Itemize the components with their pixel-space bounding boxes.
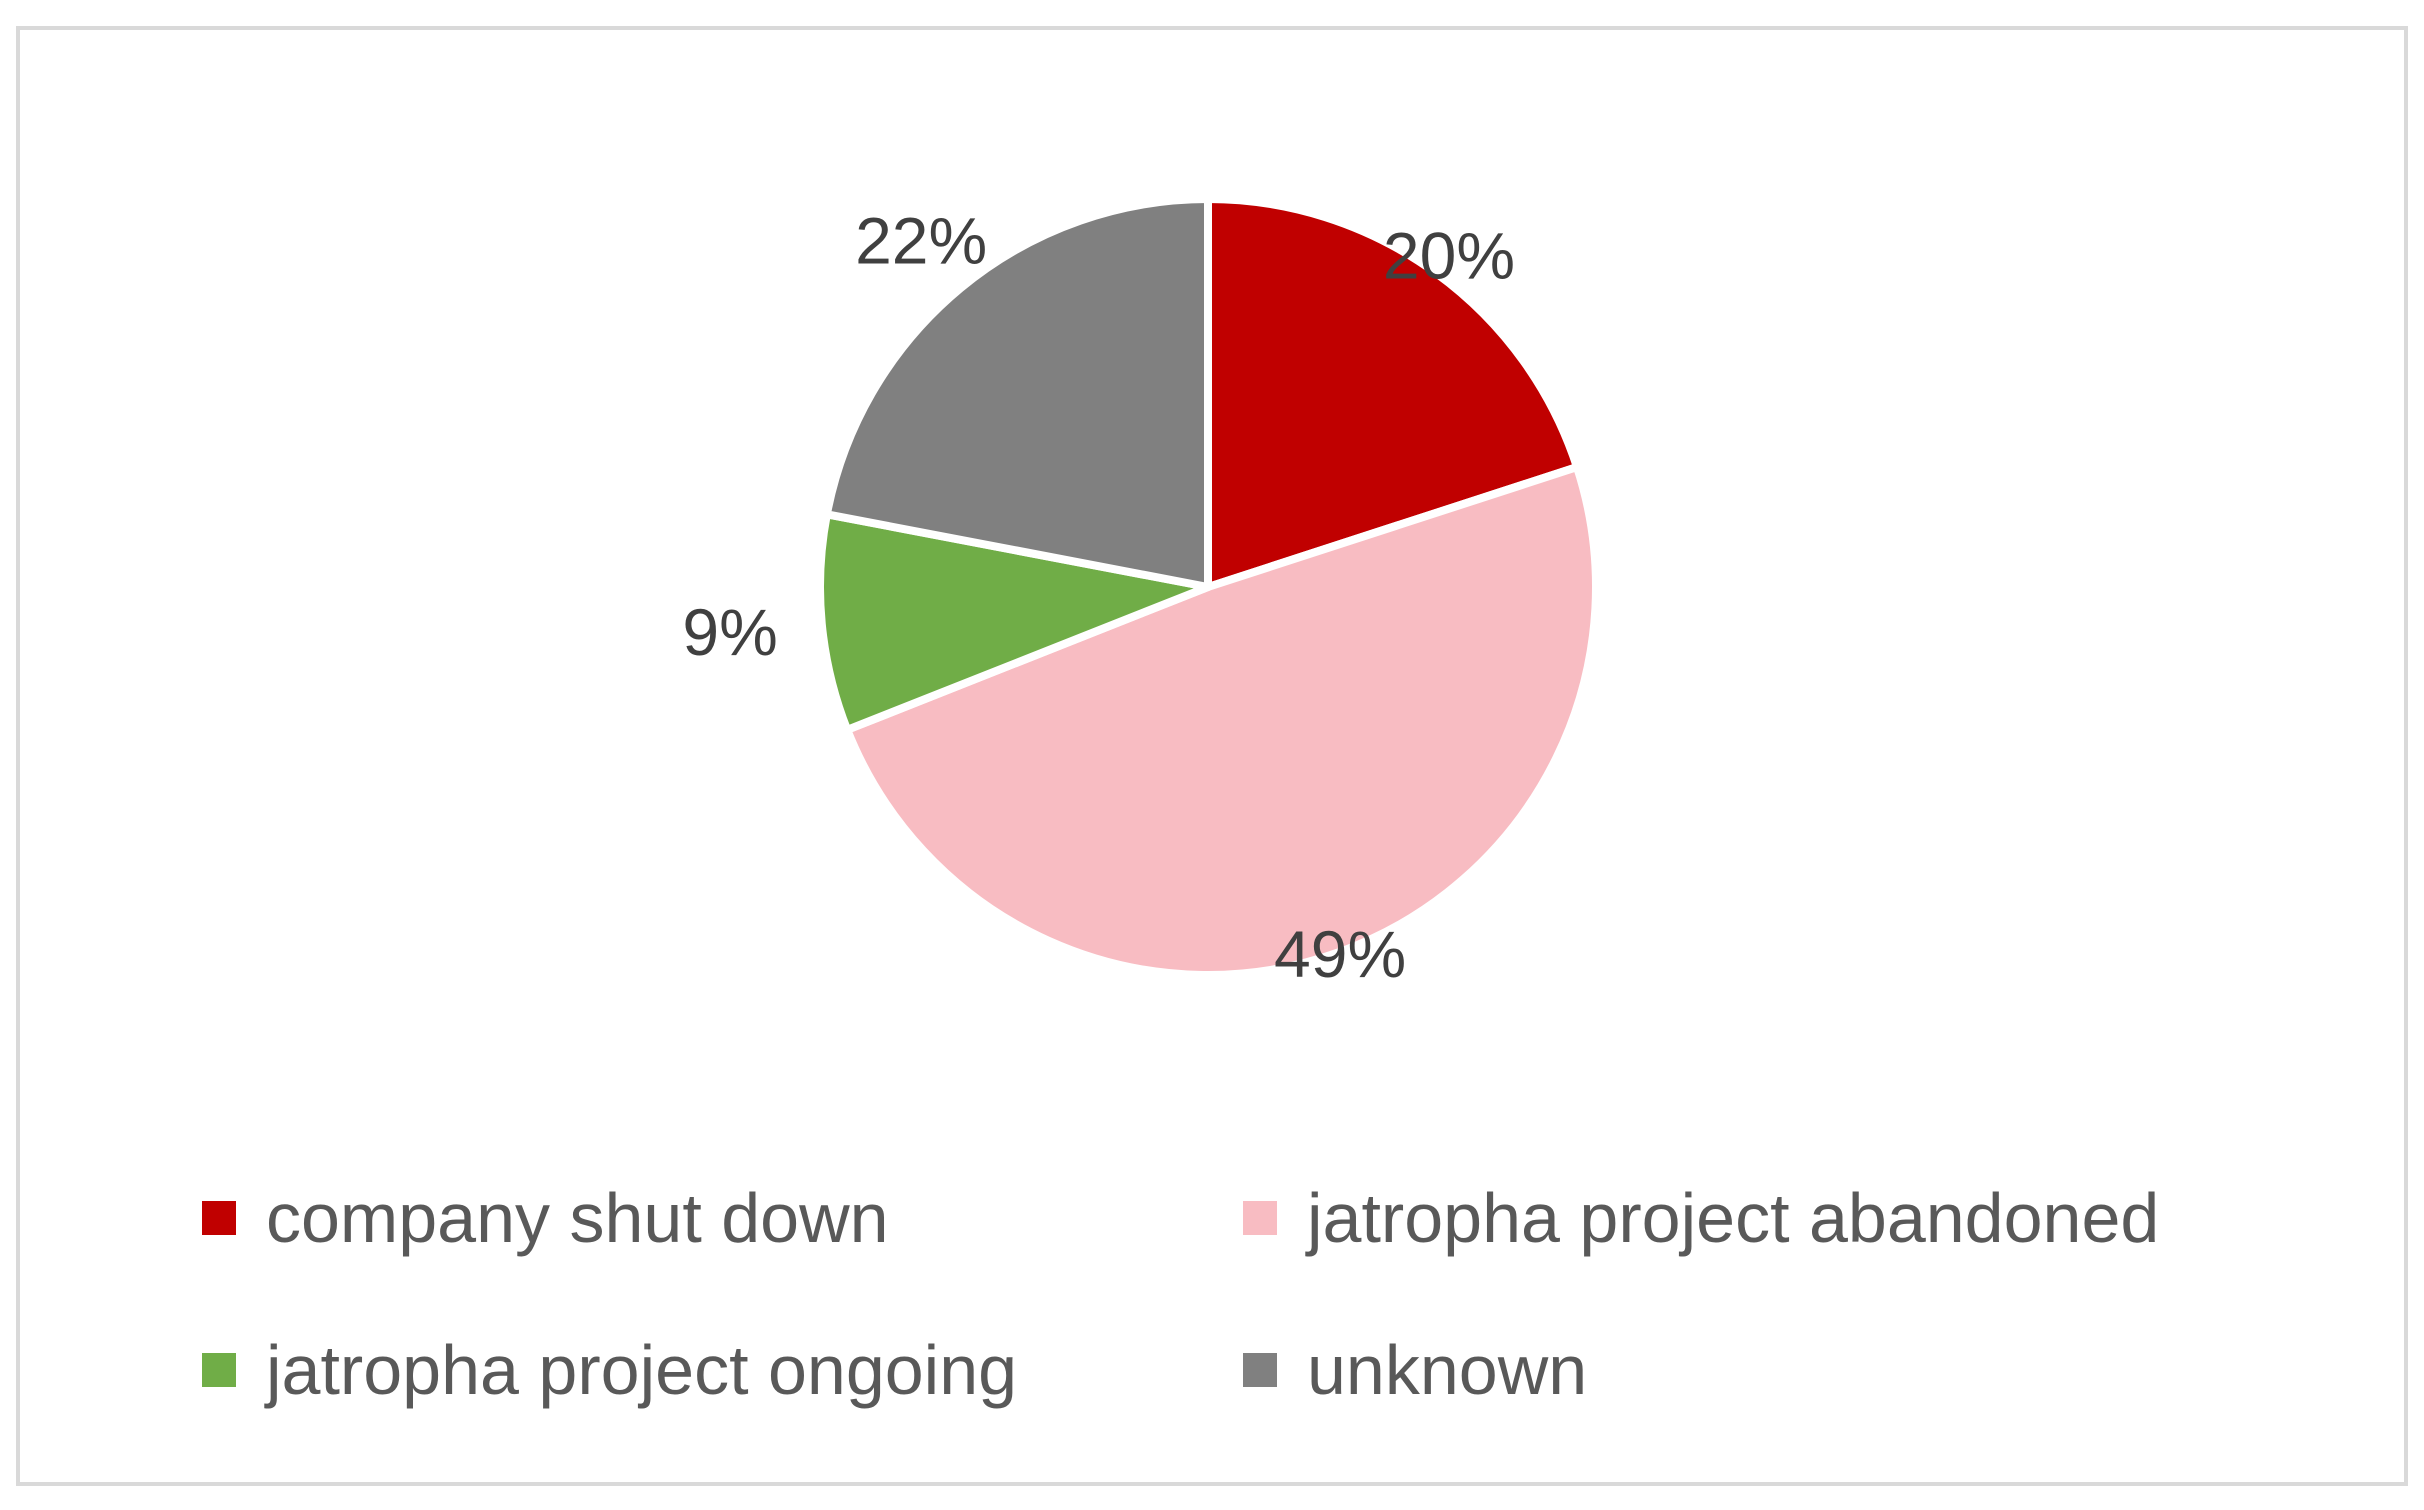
data-label-jatropha-project-abandoned: 49%	[1274, 917, 1406, 991]
pie-slice-jatropha-project-abandoned	[843, 463, 1600, 979]
pie-slice-company-shut-down	[1204, 195, 1582, 591]
data-label-company-shut-down: 20%	[1383, 218, 1515, 292]
legend-swatch-unknown	[1243, 1353, 1277, 1387]
pie-slice-unknown	[822, 195, 1212, 591]
legend-label-unknown: unknown	[1307, 1331, 1587, 1409]
data-label-unknown: 22%	[855, 203, 987, 277]
legend-item-company-shut-down: company shut down	[202, 1179, 889, 1257]
pie-data-labels: 20% 49% 9% 22%	[682, 203, 1515, 991]
legend: company shut down jatropha project abando…	[202, 1179, 2159, 1409]
legend-item-unknown: unknown	[1243, 1331, 1587, 1409]
legend-item-jatropha-project-ongoing: jatropha project ongoing	[202, 1331, 1017, 1409]
legend-swatch-jatropha-project-ongoing	[202, 1353, 236, 1387]
legend-label-company-shut-down: company shut down	[266, 1179, 889, 1257]
legend-swatch-jatropha-project-abandoned	[1243, 1201, 1277, 1235]
legend-swatch-company-shut-down	[202, 1201, 236, 1235]
legend-item-jatropha-project-abandoned: jatropha project abandoned	[1243, 1179, 2159, 1257]
pie-slices	[816, 195, 1600, 979]
legend-label-jatropha-project-abandoned: jatropha project abandoned	[1305, 1179, 2159, 1257]
data-label-jatropha-project-ongoing: 9%	[682, 595, 777, 669]
pie-slice-jatropha-project-ongoing	[816, 510, 1212, 734]
legend-label-jatropha-project-ongoing: jatropha project ongoing	[264, 1331, 1017, 1409]
